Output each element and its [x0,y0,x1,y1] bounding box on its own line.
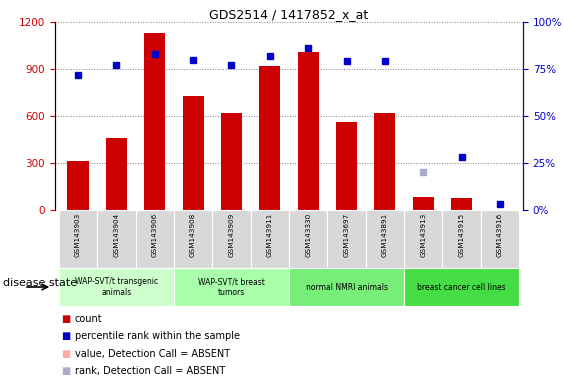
Text: percentile rank within the sample: percentile rank within the sample [75,331,240,341]
Text: GSM143903: GSM143903 [75,213,81,257]
Text: ■: ■ [61,331,70,341]
Bar [374,113,395,210]
Bar [136,210,174,268]
Bar [327,210,366,268]
Title: GDS2514 / 1417852_x_at: GDS2514 / 1417852_x_at [209,8,369,21]
Bar [212,210,251,268]
Bar [174,268,289,306]
Text: GSM143916: GSM143916 [497,213,503,257]
Bar [289,268,404,306]
Bar [413,197,434,210]
Text: disease state: disease state [3,278,77,288]
Bar [251,210,289,268]
Bar [298,52,319,210]
Bar [221,113,242,210]
Bar [144,33,166,210]
Bar [97,210,136,268]
Text: WAP-SVT/t breast
tumors: WAP-SVT/t breast tumors [198,277,265,297]
Bar [443,210,481,268]
Text: ■: ■ [61,349,70,359]
Text: value, Detection Call = ABSENT: value, Detection Call = ABSENT [75,349,230,359]
Text: ■: ■ [61,366,70,376]
Bar [404,210,443,268]
Text: GSM143915: GSM143915 [459,213,464,257]
Text: rank, Detection Call = ABSENT: rank, Detection Call = ABSENT [75,366,225,376]
Bar [59,210,97,268]
Text: GSM143908: GSM143908 [190,213,196,257]
Bar [366,210,404,268]
Text: GSM143904: GSM143904 [113,213,119,257]
Text: ■: ■ [61,314,70,324]
Bar [336,122,357,210]
Bar [59,268,174,306]
Text: GSM143906: GSM143906 [152,213,158,257]
Text: GSM143911: GSM143911 [267,213,273,257]
Text: GSM143891: GSM143891 [382,213,388,257]
Bar [404,268,519,306]
Text: normal NMRI animals: normal NMRI animals [306,283,387,291]
Text: GSM143697: GSM143697 [343,213,350,257]
Bar [481,210,519,268]
Text: GSM143330: GSM143330 [305,213,311,257]
Bar [174,210,212,268]
Bar [260,66,280,210]
Text: count: count [75,314,102,324]
Bar [68,161,88,210]
Bar [106,138,127,210]
Bar [451,198,472,210]
Text: breast cancer cell lines: breast cancer cell lines [417,283,506,291]
Bar [289,210,327,268]
Bar [182,96,204,210]
Text: GSM143913: GSM143913 [420,213,426,257]
Text: GSM143909: GSM143909 [229,213,234,257]
Text: WAP-SVT/t transgenic
animals: WAP-SVT/t transgenic animals [75,277,158,297]
